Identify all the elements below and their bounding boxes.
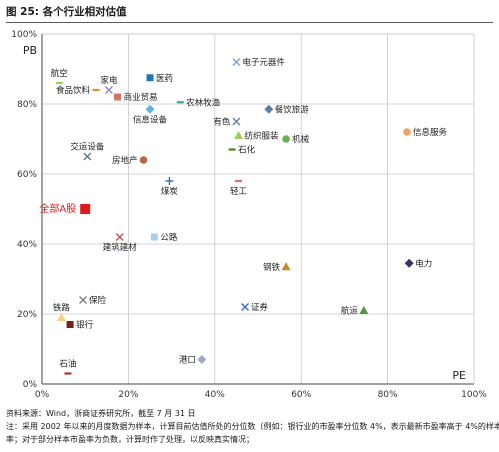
point-label: 电子元器件 [242,57,285,68]
title-divider [6,22,493,23]
y-tick-label: 100% [11,30,37,40]
point-marker [56,313,66,321]
point-label: 商业贸易 [124,92,158,103]
point-label: 铁路 [53,303,71,314]
point-label: 证券 [251,302,269,313]
point-label: 石化 [238,145,256,156]
method-note-line-2: 率；对于部分样本市盈率为负数，计算时作了处理，以反映真实情况； [6,435,254,444]
point-marker [80,204,91,214]
y-tick-label: 40% [17,240,37,250]
x-tick-label: 80% [378,390,398,400]
point-label: 食品饮料 [56,85,91,96]
point-label: 公路 [160,232,178,243]
y-axis-title: PB [23,44,37,57]
point-label: 钢铁 [263,262,281,273]
point-marker [146,74,154,82]
y-tick-label: 20% [17,310,37,320]
point-marker [197,355,207,364]
point-label: 航运 [341,306,359,317]
point-label: 港口 [179,355,196,366]
footnotes: 资料来源：Wind，浙商证券研究所，截至 7 月 31 日 注：采用 2002 … [6,407,499,446]
x-tick-label: 0% [35,390,50,400]
point-label: 石油 [59,359,76,370]
point-label: 全部A股 [39,202,76,215]
x-tick-label: 60% [291,390,311,400]
data-points [55,58,414,375]
point-label: 餐饮旅游 [275,104,310,115]
point-marker [114,93,122,101]
x-tick-label: 20% [118,390,138,400]
x-axis-title: PE [452,369,466,382]
point-label: 煤炭 [161,186,179,197]
point-label: 农林牧渔 [186,97,221,108]
y-tick-label: 60% [17,170,37,180]
point-marker [139,156,148,164]
point-marker [150,233,158,241]
point-marker [66,321,74,328]
point-marker [165,177,174,185]
figure-number: 图 25: [6,6,39,18]
point-marker [83,152,92,161]
point-marker [232,58,241,66]
point-label: 建筑建材 [103,242,138,253]
point-label: 航空 [51,68,68,79]
point-label: 银行 [76,320,94,331]
point-marker [234,131,244,139]
point-marker [241,303,249,311]
scatter-chart: 0% 20% 40% 60% 80% 100% 0% 20% 40% 60% 80% 100% PB PE… [11,30,487,400]
point-label: 保险 [89,295,107,306]
point-marker [281,262,291,271]
point-marker [115,233,124,241]
point-label: 纺织服装 [245,131,280,142]
point-marker [282,135,290,143]
point-marker [105,86,113,94]
axes [41,33,475,385]
point-marker [359,306,369,314]
point-label: 医药 [156,73,173,84]
point-marker [404,258,414,268]
point-marker [145,104,155,114]
y-tick-label: 80% [17,100,37,110]
method-note-line-1: 注：采用 2002 年以来的月度数据为样本，计算目前估值所处的分位数（例如：银行… [6,422,499,431]
point-label: 电力 [415,258,432,269]
point-label: 家电 [100,75,118,86]
grid-lines [42,33,474,384]
point-marker [264,104,274,114]
figure-title-text: 各个行业相对估值 [42,6,127,18]
point-label: 房地产 [112,155,138,166]
point-marker [232,117,241,126]
x-tick-label: 40% [205,390,225,400]
point-label: 机械 [292,134,310,145]
point-label: 有色 [213,117,231,128]
point-marker [403,128,411,136]
source-note: 资料来源：Wind，浙商证券研究所，截至 7 月 31 日 [6,409,196,418]
point-label: 交运设备 [70,142,105,153]
x-tick-label: 100% [461,390,487,400]
point-label: 轻工 [230,186,248,197]
tick-labels: 0% 20% 40% 60% 80% 100% 0% 20% 40% 60% 80% 100% PB PE [11,30,487,400]
point-marker [79,296,87,304]
point-label: 信息服务 [413,127,448,138]
figure-title: 图 25: 各个行业相对估值 [6,4,127,19]
point-label: 信息设备 [133,114,168,125]
y-tick-label: 0% [23,380,38,390]
